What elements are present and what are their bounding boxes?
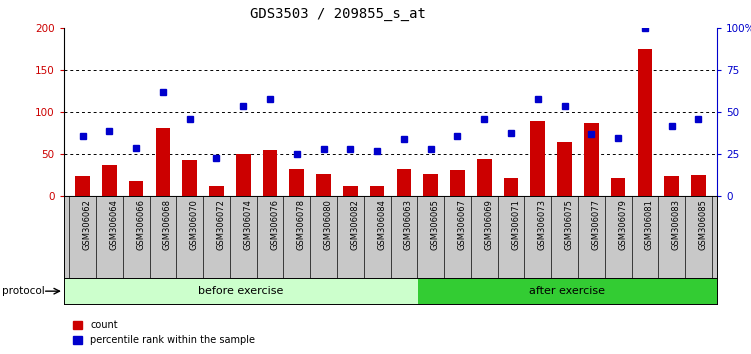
Text: GSM306080: GSM306080 — [324, 199, 333, 250]
Text: GSM306081: GSM306081 — [645, 199, 654, 250]
Bar — [289, 169, 304, 196]
Bar — [557, 142, 572, 196]
Text: GSM306079: GSM306079 — [618, 199, 627, 250]
Text: GSM306067: GSM306067 — [457, 199, 466, 250]
Text: GSM306071: GSM306071 — [511, 199, 520, 250]
Text: GSM306070: GSM306070 — [190, 199, 199, 250]
Text: GSM306066: GSM306066 — [136, 199, 145, 250]
Text: GSM306062: GSM306062 — [83, 199, 92, 250]
Bar — [64, 278, 418, 304]
Bar — [263, 150, 277, 196]
Bar — [397, 169, 412, 196]
Bar — [369, 186, 385, 196]
Text: GSM306082: GSM306082 — [351, 199, 360, 250]
Text: GSM306074: GSM306074 — [243, 199, 252, 250]
Text: GSM306075: GSM306075 — [565, 199, 574, 250]
Text: GSM306065: GSM306065 — [430, 199, 439, 250]
Text: GSM306077: GSM306077 — [591, 199, 600, 250]
Bar — [236, 154, 251, 196]
Text: protocol: protocol — [2, 286, 44, 296]
Bar — [611, 178, 626, 196]
Text: GSM306063: GSM306063 — [404, 199, 413, 250]
Bar — [128, 181, 143, 196]
Text: GSM306069: GSM306069 — [484, 199, 493, 250]
Bar — [530, 121, 545, 196]
Legend: count, percentile rank within the sample: count, percentile rank within the sample — [68, 316, 259, 349]
Bar — [418, 278, 717, 304]
Bar — [102, 165, 116, 196]
Bar — [343, 186, 357, 196]
Text: GSM306068: GSM306068 — [163, 199, 172, 250]
Text: GSM306064: GSM306064 — [110, 199, 119, 250]
Bar — [584, 123, 599, 196]
Bar — [424, 174, 438, 196]
Text: GSM306083: GSM306083 — [671, 199, 680, 250]
Text: GSM306076: GSM306076 — [270, 199, 279, 250]
Text: GSM306073: GSM306073 — [538, 199, 547, 250]
Text: GSM306078: GSM306078 — [297, 199, 306, 250]
Bar — [691, 175, 706, 196]
Bar — [638, 49, 653, 196]
Bar — [665, 176, 679, 196]
Bar — [75, 176, 90, 196]
Bar — [316, 174, 331, 196]
Text: GSM306084: GSM306084 — [377, 199, 386, 250]
Bar — [182, 160, 197, 196]
Bar — [504, 178, 518, 196]
Text: after exercise: after exercise — [529, 286, 605, 296]
Text: GSM306072: GSM306072 — [216, 199, 225, 250]
Text: GDS3503 / 209855_s_at: GDS3503 / 209855_s_at — [250, 7, 426, 21]
Bar — [155, 127, 170, 196]
Text: before exercise: before exercise — [198, 286, 283, 296]
Bar — [209, 185, 224, 196]
Bar — [450, 170, 465, 196]
Bar — [477, 159, 492, 196]
Text: GSM306085: GSM306085 — [698, 199, 707, 250]
